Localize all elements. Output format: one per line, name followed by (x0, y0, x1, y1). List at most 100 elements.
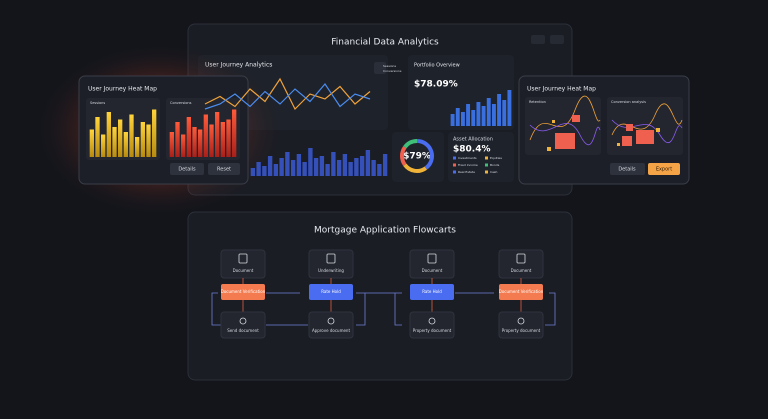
step-label: Rate Hold (422, 289, 442, 294)
node-icon (428, 317, 436, 325)
activity-bar (279, 158, 284, 176)
heat-bar (232, 109, 237, 157)
heat-cell (555, 133, 575, 149)
trend-line (529, 95, 601, 141)
node-label: Property document (502, 328, 541, 333)
button-label: Export (656, 167, 672, 173)
legend-entry: Investments (458, 156, 477, 160)
heat-cell (572, 115, 580, 122)
activity-bar (354, 158, 359, 176)
card-title: Asset Allocation (453, 137, 493, 143)
icon-button[interactable] (531, 35, 545, 44)
portfolio-bar (497, 94, 502, 126)
connector (211, 292, 556, 326)
node-icon (427, 253, 437, 264)
button[interactable] (648, 163, 680, 175)
step-label: Document Verification (499, 289, 544, 294)
activity-bar (342, 154, 348, 176)
trend-line (611, 103, 683, 136)
node-label: Document (422, 268, 443, 273)
heat-bar (181, 134, 186, 157)
heat-cells (555, 115, 654, 149)
step (410, 284, 454, 300)
portfolio-bar (460, 112, 465, 126)
flow-panel (187, 211, 573, 381)
heat-cell (626, 124, 633, 131)
panel-label: Conversions (170, 101, 192, 105)
portfolio-bar (491, 104, 496, 126)
card-title: User Journey Heat Map (88, 86, 157, 93)
portfolio-value: $78.09% (414, 80, 458, 90)
button-label: Reset (217, 167, 231, 173)
heat-bar (89, 129, 94, 157)
activity-bar (302, 162, 307, 176)
heat-bar (226, 119, 231, 157)
heat-bar (101, 134, 106, 157)
heat-bar (175, 122, 180, 157)
node-label: Approve document (312, 328, 351, 333)
activity-bar (262, 166, 267, 176)
node-label: Document (233, 268, 254, 273)
legend-entry: Sessions (383, 64, 396, 68)
portfolio-bar (471, 110, 476, 126)
heat-cell (636, 130, 654, 144)
donut-segment (403, 163, 427, 173)
node-label: Document (511, 268, 532, 273)
button[interactable] (610, 163, 645, 175)
node-icon (238, 253, 248, 264)
activity-bar (267, 156, 273, 176)
icon-button[interactable] (550, 35, 564, 44)
portfolio-bar (507, 90, 512, 126)
legend-swatch (453, 156, 456, 160)
journey-line (204, 83, 371, 110)
legend-swatch (485, 163, 488, 167)
donut-segment (416, 139, 434, 170)
card-title: User Journey Heat Map (527, 86, 596, 93)
activity-bar (290, 160, 296, 176)
heat-bar (192, 127, 197, 157)
heat-point (617, 143, 620, 146)
node-icon (239, 317, 247, 325)
legend-swatch (485, 156, 488, 160)
activity-bar (296, 154, 302, 176)
activity-bar (336, 160, 342, 176)
portfolio-bar (481, 106, 486, 126)
legend-entry: Bonds (490, 163, 500, 167)
legend-entry: Conversions (383, 69, 402, 73)
activity-bar (308, 148, 313, 176)
heat-bar (129, 114, 134, 157)
legend-swatch (485, 170, 488, 174)
donut-segment (403, 139, 418, 149)
activity-bar (382, 154, 388, 176)
heat-bar (112, 127, 117, 157)
heat-bar (146, 124, 151, 157)
heat-bar (209, 124, 214, 157)
activity-bar (371, 160, 376, 176)
heat-bar (186, 117, 191, 157)
node (409, 311, 455, 339)
node-label: Property document (413, 328, 452, 333)
heat-bar (169, 132, 174, 157)
portfolio-bar (476, 102, 481, 126)
node (308, 311, 354, 339)
step-label: Document Verification (221, 289, 266, 294)
heat-points (547, 120, 660, 151)
button[interactable] (208, 163, 240, 175)
heat-bar (135, 137, 140, 157)
legend-entry: Equities (490, 156, 502, 160)
node-label: Send document (227, 328, 259, 333)
button[interactable] (170, 163, 204, 175)
panel-title: Mortgage Application Flowcarts (314, 226, 456, 236)
heat-bar (203, 114, 208, 157)
activity-bar (256, 162, 261, 176)
trend-line (529, 123, 601, 145)
step-label: Rate Hold (321, 289, 341, 294)
heat-bar (123, 132, 128, 157)
activity-bar (348, 162, 353, 176)
heat-bar (152, 109, 157, 157)
heat-bar (106, 112, 111, 157)
legend-entry: Real Estate (458, 170, 475, 174)
journey-line (204, 77, 371, 111)
step (221, 284, 265, 300)
